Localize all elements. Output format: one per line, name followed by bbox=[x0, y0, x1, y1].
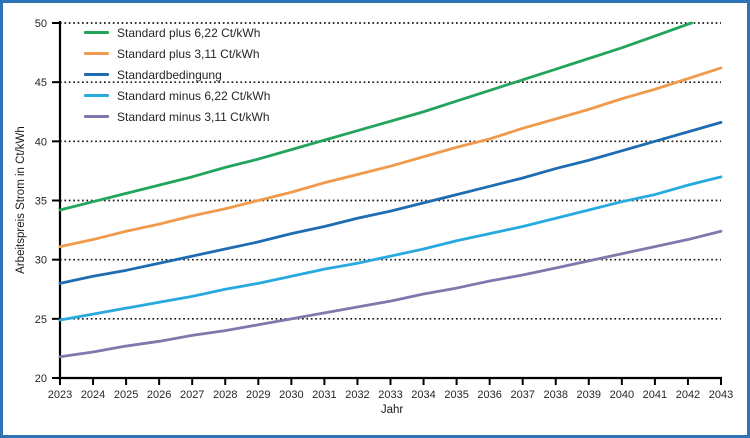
x-tick-label: 2037 bbox=[510, 389, 534, 401]
y-tick-label: 45 bbox=[35, 77, 47, 89]
x-tick-label: 2023 bbox=[48, 389, 72, 401]
legend-line-swatch bbox=[84, 94, 109, 97]
x-tick-label: 2029 bbox=[246, 389, 270, 401]
legend-label: Standardbedingung bbox=[117, 67, 222, 82]
legend-line-swatch bbox=[84, 31, 109, 34]
x-tick-label: 2035 bbox=[444, 389, 468, 401]
legend-label: Standard minus 3,11 Ct/kWh bbox=[117, 109, 270, 124]
y-tick-label: 30 bbox=[35, 255, 47, 267]
y-tick-label: 35 bbox=[35, 196, 47, 208]
x-tick-label: 2034 bbox=[411, 389, 435, 401]
y-tick-label: 40 bbox=[35, 136, 47, 148]
x-tick-label: 2027 bbox=[180, 389, 204, 401]
y-axis-title: Arbeitspreis Strom in Ct/kWh bbox=[15, 126, 27, 274]
x-tick-label: 2033 bbox=[378, 389, 402, 401]
x-tick-label: 2031 bbox=[312, 389, 336, 401]
x-tick-label: 2041 bbox=[643, 389, 667, 401]
legend-item: Standard plus 3,11 Ct/kWh bbox=[84, 43, 270, 64]
series-line bbox=[58, 175, 723, 322]
y-tick-label: 50 bbox=[35, 18, 47, 30]
x-tick-label: 2026 bbox=[147, 389, 171, 401]
series-line bbox=[58, 21, 694, 212]
legend-line-swatch bbox=[84, 115, 109, 118]
legend-label: Standard plus 6,22 Ct/kWh bbox=[117, 25, 261, 40]
x-tick-label: 2039 bbox=[577, 389, 601, 401]
x-tick-label: 2043 bbox=[709, 389, 733, 401]
x-axis-title: Jahr bbox=[380, 404, 404, 416]
x-tick-label: 2036 bbox=[477, 389, 501, 401]
series-line bbox=[58, 229, 723, 359]
x-tick-label: 2024 bbox=[81, 389, 105, 401]
legend-label: Standard plus 3,11 Ct/kWh bbox=[117, 46, 260, 61]
x-tick-label: 2028 bbox=[213, 389, 237, 401]
x-tick-label: 2042 bbox=[676, 389, 700, 401]
x-tick-label: 2025 bbox=[114, 389, 138, 401]
legend-item: Standard plus 6,22 Ct/kWh bbox=[84, 22, 270, 43]
legend-item: Standardbedingung bbox=[84, 64, 270, 85]
legend-item: Standard minus 6,22 Ct/kWh bbox=[84, 85, 270, 106]
legend-line-swatch bbox=[84, 52, 109, 55]
x-tick-label: 2038 bbox=[544, 389, 568, 401]
y-tick-label: 25 bbox=[35, 314, 47, 326]
series-line bbox=[58, 121, 723, 285]
legend-item: Standard minus 3,11 Ct/kWh bbox=[84, 106, 270, 127]
x-tick-label: 2032 bbox=[345, 389, 369, 401]
x-tick-label: 2030 bbox=[279, 389, 303, 401]
chart-legend: Standard plus 6,22 Ct/kWh Standard plus 3… bbox=[84, 22, 270, 127]
y-tick-label: 20 bbox=[35, 373, 47, 385]
series-line bbox=[58, 66, 723, 249]
legend-line-swatch bbox=[84, 73, 109, 76]
legend-label: Standard minus 6,22 Ct/kWh bbox=[117, 88, 271, 103]
x-tick-label: 2040 bbox=[610, 389, 634, 401]
